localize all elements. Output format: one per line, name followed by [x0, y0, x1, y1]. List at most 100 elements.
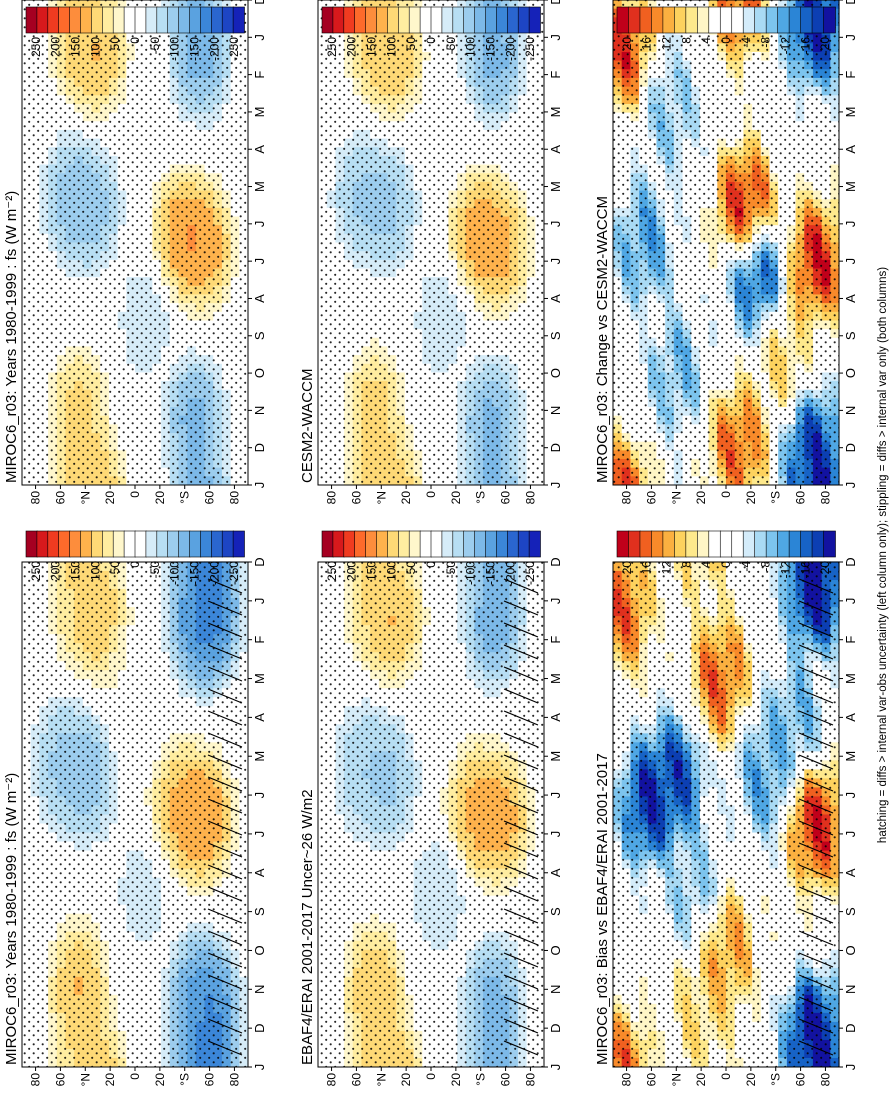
x-tick-label: J [252, 1064, 267, 1071]
colorbar-swatch [397, 530, 410, 558]
hatch-line [207, 1018, 243, 1034]
colorbar-swatch [145, 6, 158, 34]
hatch-line [207, 798, 243, 814]
x-tick-label: A [252, 713, 267, 722]
colorbar-swatch [69, 530, 82, 558]
colorbar-swatch [145, 530, 158, 558]
colorbar-swatch [80, 530, 93, 558]
x-tick-label: J [252, 34, 267, 41]
colorbar-tick-label: 250 [325, 561, 339, 581]
colorbar-tick-label: 100 [384, 561, 398, 581]
x-tick-label: O [252, 945, 267, 955]
x-tick-label: O [548, 945, 563, 955]
colorbar-swatch [517, 530, 530, 558]
colorbar-tick-label: 50 [108, 37, 122, 51]
colorbar-swatch [232, 6, 245, 34]
colorbar-swatch [36, 530, 49, 558]
y-tick-label: 20 [103, 491, 117, 505]
x-tick-label: J [252, 831, 267, 838]
x-tick-label: N [548, 985, 563, 994]
hatch-line [207, 776, 243, 792]
colorbar-tick-label: -50 [148, 37, 162, 55]
x-tick-label: M [252, 751, 267, 762]
figure-rotated: D J F M A M J J A S O N D J 80 60 °N 20 0 20 °S 60 80 MIROC6_r0… [3, 0, 858, 1086]
x-tick-label: M [252, 181, 267, 192]
y-tick-label: 20 [399, 1073, 413, 1087]
y-tick-label: 80 [227, 491, 241, 505]
y-tick-label: °N [78, 1073, 92, 1086]
hatch-line [207, 666, 243, 682]
x-tick-label: O [252, 368, 267, 378]
panel-title: MIROC6_r03: Years 1980-1999 : fs (W m⁻²) [3, 191, 20, 483]
colorbar-swatch [441, 530, 454, 558]
colorbar-swatch [408, 530, 421, 558]
colorbar-tick-label: 100 [88, 561, 102, 581]
colorbar-swatch [91, 530, 104, 558]
x-tick-label: A [548, 713, 563, 722]
hatch-line [207, 578, 243, 594]
colorbar-swatch [134, 6, 147, 34]
x-tick-label: N [252, 985, 267, 994]
colorbar-swatch [189, 530, 202, 558]
x-tick-label: J [252, 598, 267, 605]
colorbar-swatch [332, 530, 345, 558]
colorbar-tick-label: 50 [108, 561, 122, 575]
x-tick-label: M [548, 673, 563, 684]
colorbar-tick-label: -100 [168, 37, 182, 61]
colorbar-swatch [58, 530, 71, 558]
colorbar-tick-label: -150 [187, 561, 201, 585]
hatch-line [207, 600, 243, 616]
y-tick-label: 60 [349, 1073, 363, 1087]
colorbar-tick-label: -150 [187, 37, 201, 61]
colorbar-tick-label: 150 [69, 561, 83, 581]
y-tick-label: 80 [523, 1073, 537, 1087]
hatch-line [207, 820, 243, 836]
colorbar-tick-label: 200 [49, 561, 63, 581]
x-tick-label: A [252, 294, 267, 303]
hatch-line [207, 732, 243, 748]
hatch-line [207, 974, 243, 990]
colorbar-swatch [47, 6, 60, 34]
x-tick-label: D [252, 1023, 267, 1032]
colorbar-swatch [47, 530, 60, 558]
x-tick-label: M [252, 673, 267, 684]
colorbar-swatch [211, 530, 224, 558]
x-tick-label: D [252, 443, 267, 452]
x-tick-label: F [252, 636, 267, 644]
colorbar-swatch [102, 6, 115, 34]
colorbar-swatch [102, 530, 115, 558]
hatch-line [207, 908, 243, 924]
colorbar-swatch [167, 6, 180, 34]
y-tick-label: 60 [203, 491, 217, 505]
y-tick-label: 80 [227, 1073, 241, 1087]
x-tick-label: J [252, 792, 267, 799]
x-tick-label: J [548, 598, 563, 605]
colorbar-swatch [178, 6, 191, 34]
colorbar-swatch [376, 530, 389, 558]
colorbar-swatch [69, 6, 82, 34]
colorbar-tick-label: -100 [464, 561, 478, 585]
colorbar-swatch [25, 6, 38, 34]
x-tick-label: D [252, 0, 267, 5]
x-tick-label: D [252, 557, 267, 566]
hatch-line [207, 622, 243, 638]
colorbar-swatch [354, 530, 367, 558]
x-tick-label: S [252, 907, 267, 916]
colorbar-swatch [528, 530, 541, 558]
hatch-line [207, 952, 243, 968]
colorbar-swatch [419, 530, 432, 558]
colorbar-swatch [156, 530, 169, 558]
x-tick-label: J [548, 831, 563, 838]
y-tick-label: °S [178, 1073, 192, 1086]
colorbar-swatch [365, 530, 378, 558]
colorbar-tick-label: 200 [345, 561, 359, 581]
colorbar-swatch [58, 6, 71, 34]
hatch-line [207, 842, 243, 858]
colorbar-tick-label: 250 [29, 561, 43, 581]
colorbar-swatch [80, 6, 93, 34]
colorbar-tick-label: -200 [207, 37, 221, 61]
